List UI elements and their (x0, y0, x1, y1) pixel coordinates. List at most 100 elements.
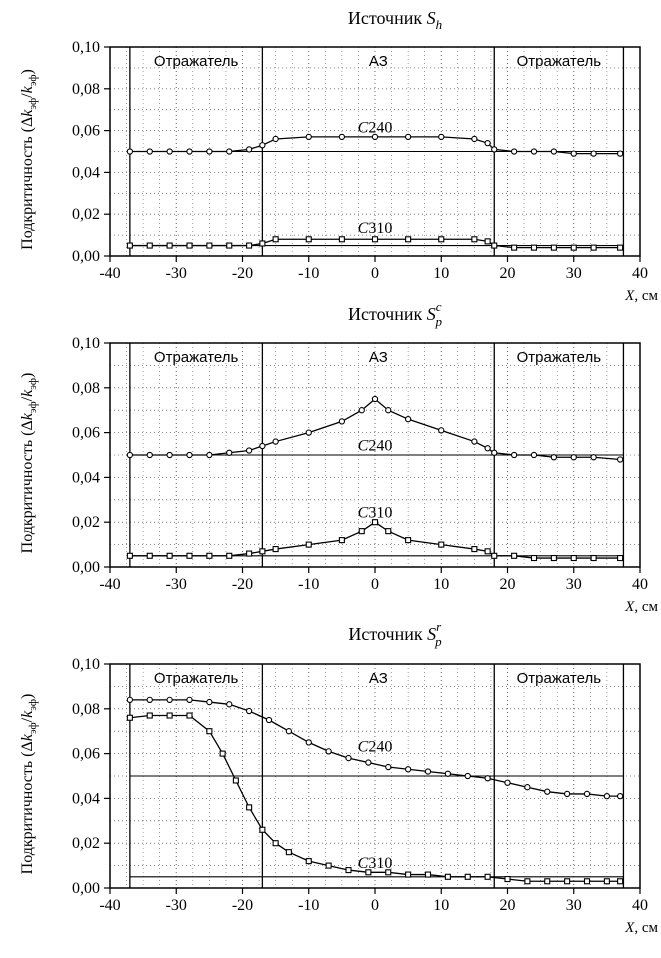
data-point-circle (590, 454, 597, 461)
data-point-circle (484, 775, 491, 782)
data-point-circle (616, 150, 624, 157)
data-point-circle (245, 707, 253, 715)
series-c310: C 310 (126, 712, 624, 885)
data-point-circle (186, 148, 193, 155)
series-label-letter: C (358, 505, 369, 522)
series-label-number: 240 (368, 438, 392, 455)
region-label: Отражатель (154, 53, 239, 70)
data-point-circle (338, 133, 346, 141)
data-point-square (524, 878, 531, 885)
series-c310: C310 (126, 220, 624, 251)
y-axis-label-sub: эф (27, 378, 39, 390)
data-point-circle (491, 146, 498, 153)
data-point-circle (616, 456, 624, 463)
data-point-circle (126, 696, 134, 703)
data-point-square (371, 236, 379, 243)
data-point-circle (484, 445, 491, 452)
data-point-circle (570, 454, 577, 461)
data-point-circle (126, 148, 134, 155)
data-point-square (219, 750, 226, 757)
x-axis-label-unit: , см (634, 288, 658, 304)
data-point-circle (404, 133, 412, 141)
data-point-circle (371, 133, 379, 141)
data-point-square (484, 873, 491, 880)
chart-panel-3: Источник Sr p Отражатель АЗ Отражатель 0,00 0,… (19, 619, 659, 936)
data-point-circle (590, 150, 597, 157)
y-axis-label-sub: эф (27, 401, 39, 413)
data-point-square (530, 244, 538, 251)
x-tick-label: 0 (371, 576, 379, 593)
x-axis-label-unit: , см (634, 599, 658, 615)
data-point-circle (404, 766, 412, 773)
data-point-square (338, 537, 345, 544)
y-axis-label-var: k (19, 109, 36, 117)
data-point-square (146, 712, 153, 719)
data-point-square (358, 528, 365, 535)
series-c310: C310 (126, 505, 624, 562)
data-point-square (272, 840, 279, 847)
title-text: Источник (348, 624, 427, 644)
region-label: Отражатель (517, 53, 602, 70)
title-superscript: r (436, 619, 442, 634)
series-line (129, 714, 621, 882)
title-text: Источник (348, 8, 427, 28)
y-axis-label-var: k (19, 389, 36, 397)
data-point-square (345, 867, 352, 874)
data-point-square (166, 712, 173, 719)
y-tick-label: 0,04 (72, 469, 100, 486)
chart-panel-1: Источник Sh Отражатель АЗ Отражатель 0,00 0,0… (19, 8, 659, 304)
data-point-square (550, 554, 557, 562)
data-point-circle (285, 728, 293, 735)
data-point-circle (550, 454, 558, 461)
series-label-number: 310 (368, 855, 392, 872)
data-point-circle (265, 716, 273, 724)
x-tick-label: 30 (566, 897, 582, 914)
series-label-letter: C (358, 120, 369, 137)
data-point-square (511, 552, 518, 559)
data-point-circle (325, 748, 332, 755)
data-point-square (365, 869, 372, 876)
title-subscript: p (434, 634, 442, 649)
data-point-circle (583, 790, 591, 798)
x-tick-label: -40 (99, 897, 120, 914)
data-point-square (206, 242, 213, 249)
chart-title: Источник Sh (348, 8, 442, 32)
x-tick-label: 40 (632, 897, 648, 914)
data-point-circle (438, 427, 445, 434)
y-tick-label: 0,08 (72, 81, 100, 98)
x-tick-label: -30 (166, 897, 187, 914)
y-axis-label-sub: эф (27, 98, 39, 110)
y-axis-label-var: k (19, 85, 36, 93)
region-label: Отражатель (517, 349, 602, 366)
data-point-square (186, 552, 193, 559)
x-tick-label: -30 (166, 576, 187, 593)
data-point-circle (510, 148, 518, 155)
series-label-letter: C (358, 738, 369, 755)
data-point-square (405, 871, 412, 878)
data-point-square (438, 541, 445, 548)
x-tick-label: -10 (298, 576, 319, 593)
series-label-number: 310 (368, 505, 392, 522)
y-axis-label: Подкритичность (Δkэф/kэф) (19, 373, 39, 554)
data-point-square (570, 554, 577, 562)
title-superscript: c (436, 299, 442, 314)
series-label: C240 (358, 438, 393, 455)
data-point-circle (259, 442, 266, 450)
x-tick-label: 10 (433, 897, 449, 914)
data-point-circle (186, 696, 193, 703)
series-c240: C240 (126, 696, 624, 800)
data-point-square (504, 875, 511, 883)
data-point-square (590, 244, 597, 251)
data-point-square (444, 873, 451, 880)
data-point-square (259, 826, 266, 833)
y-tick-label: 0,06 (72, 425, 100, 442)
data-point-square (146, 552, 153, 559)
y-tick-label: 0,00 (72, 559, 100, 576)
data-point-square (305, 541, 312, 548)
data-point-circle (438, 133, 445, 141)
data-point-square (186, 242, 193, 249)
data-point-circle (345, 754, 352, 762)
data-point-circle (603, 793, 611, 800)
data-point-circle (504, 779, 511, 786)
